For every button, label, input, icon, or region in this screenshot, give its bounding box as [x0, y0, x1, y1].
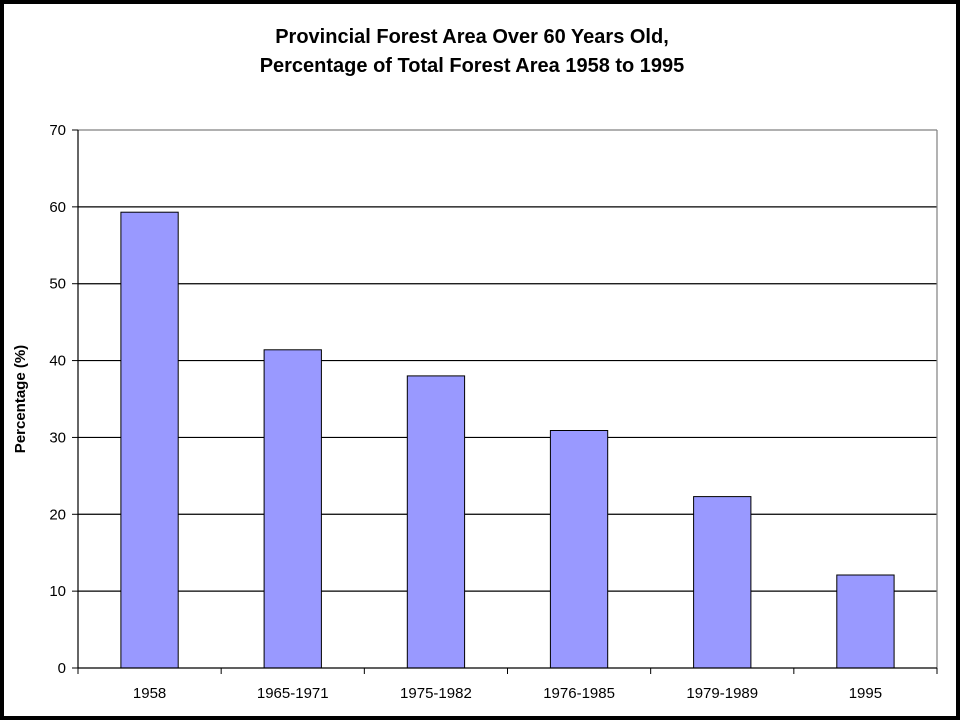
x-tick-label: 1976-1985	[543, 685, 615, 702]
bar-1979-1989	[693, 496, 752, 669]
chart-title: Provincial Forest Area Over 60 Years Old…	[275, 26, 669, 48]
bar-1958	[120, 211, 179, 669]
y-tick-label: 0	[58, 660, 66, 677]
y-tick-label: 50	[49, 276, 66, 293]
x-tick-label: 1975-1982	[400, 685, 472, 702]
y-tick-label: 70	[49, 122, 66, 139]
x-tick-labels: 1958 1965-1971 1975-1982 1976-1985 1979-1989…	[133, 685, 882, 702]
x-tick-label: 1979-1989	[686, 685, 758, 702]
x-tick-label: 1958	[133, 685, 166, 702]
bar-1965-1971	[263, 349, 322, 669]
bar-1976-1985	[549, 430, 609, 669]
y-tick-label: 10	[49, 583, 66, 600]
chart-subtitle: Percentage of Total Forest Area 1958 to …	[260, 55, 685, 77]
axes	[72, 129, 938, 674]
y-tick-label: 40	[49, 353, 66, 370]
x-tick-label: 1995	[849, 685, 882, 702]
bar-1975-1982	[406, 375, 466, 669]
bars	[120, 211, 895, 669]
y-tick-label: 30	[49, 429, 66, 446]
x-tick-label: 1965-1971	[257, 685, 329, 702]
y-tick-labels: 0 10 20 30 40 50 60 70	[49, 122, 66, 677]
gridlines	[78, 206, 937, 592]
y-tick-label: 20	[49, 506, 66, 523]
y-axis-title: Percentage (%)	[12, 345, 29, 453]
bar-1995	[836, 574, 895, 669]
y-tick-label: 60	[49, 199, 66, 216]
